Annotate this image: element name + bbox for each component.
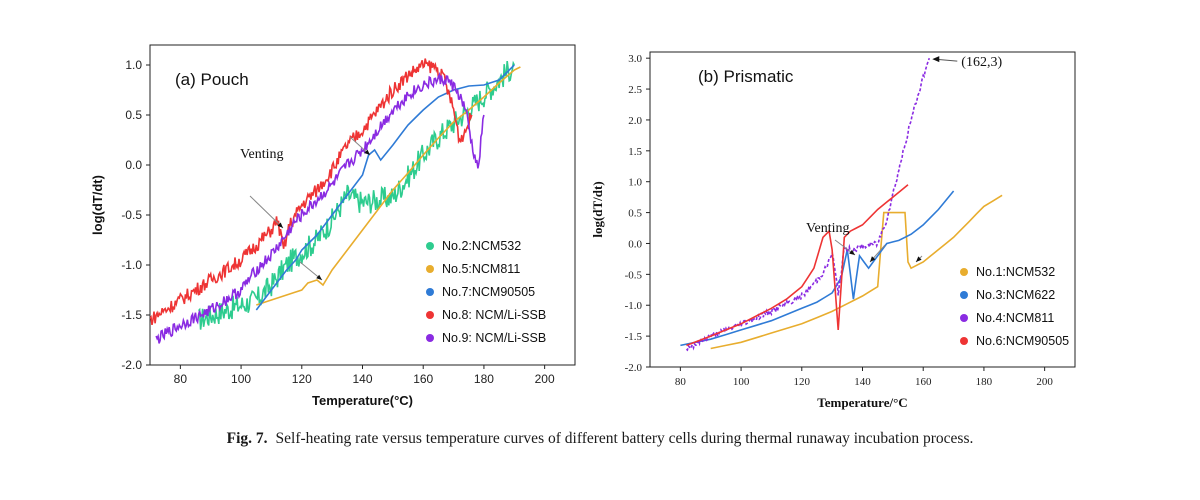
y-tick-label: -1.5 (121, 308, 142, 322)
x-tick-label: 100 (231, 372, 251, 386)
caption-text: Self-heating rate versus temperature cur… (275, 430, 974, 447)
legend: No.1:NCM532 No.3:NCM622 No.4:NCM811 No.6:NC… (960, 265, 1069, 348)
x-tick-label: 80 (174, 372, 188, 386)
legend-label: No.7:NCM90505 (442, 285, 535, 299)
annotation-arrowhead (316, 274, 322, 280)
series-line (256, 66, 521, 306)
legend-label: No.2:NCM532 (442, 239, 521, 253)
legend-marker (960, 314, 968, 322)
x-axis-ticks: 80 100 120 140 160 180 200 (174, 365, 555, 386)
x-tick-label: 160 (413, 372, 433, 386)
y-axis-label: log(dT/dt) (590, 181, 605, 237)
x-tick-label: 80 (675, 376, 687, 388)
legend-label: No.6:NCM90505 (976, 334, 1069, 348)
x-tick-label: 180 (976, 376, 993, 388)
chart-panel-prismatic: 80 100 120 140 160 180 200 3.0 2.5 2.0 1.5 1.0 0.5 0.… (590, 51, 1076, 410)
y-tick-label: -0.5 (121, 208, 142, 222)
x-tick-label: 100 (733, 376, 750, 388)
series-line (685, 57, 931, 352)
y-tick-label: 2.5 (628, 84, 642, 96)
panel-title: (b) Prismatic (698, 67, 794, 86)
x-axis-label: Temperature(°C) (312, 393, 413, 408)
peak-arrowhead (932, 56, 940, 63)
y-tick-label: -1.0 (625, 300, 643, 312)
y-tick-label: 0.0 (628, 238, 642, 250)
y-tick-label: 3.0 (628, 53, 642, 65)
legend-marker (426, 288, 434, 296)
y-tick-label: -0.5 (625, 269, 643, 281)
annotation-arrowhead (916, 256, 922, 262)
series-line (255, 64, 515, 311)
legend-marker (426, 265, 434, 273)
y-tick-label: 1.5 (628, 146, 642, 158)
annotation-arrowhead (849, 249, 855, 255)
annotation-arrowhead (277, 222, 283, 228)
figure-caption: Fig. 7. Self-heating rate versus temperat… (0, 430, 1200, 448)
legend-label: No.9: NCM/Li-SSB (442, 331, 546, 345)
y-tick-label: 2.0 (628, 115, 642, 127)
x-tick-label: 140 (352, 372, 372, 386)
y-axis-ticks: 1.0 0.5 0.0 -0.5 -1.0 -1.5 -2.0 (121, 58, 150, 372)
y-axis-label: log(dT/dt) (90, 175, 105, 235)
y-tick-label: 1.0 (628, 177, 642, 189)
legend-marker (426, 311, 434, 319)
legend: No.2:NCM532 No.5:NCM811 No.7:NCM90505 No.8:… (426, 239, 546, 345)
x-tick-label: 200 (1036, 376, 1053, 388)
annotation-arrow (249, 195, 284, 229)
legend-label: No.3:NCM622 (976, 288, 1055, 302)
y-tick-label: -1.0 (121, 258, 142, 272)
legend-label: No.4:NCM811 (976, 311, 1054, 325)
series-line (710, 194, 1003, 350)
series-line (198, 60, 516, 330)
legend-label: No.1:NCM532 (976, 265, 1055, 279)
x-tick-label: 180 (474, 372, 494, 386)
y-axis-ticks: 3.0 2.5 2.0 1.5 1.0 0.5 0.0 -0.5 -1.0 -1.5 -2.0 (625, 53, 650, 374)
series-line (686, 184, 909, 347)
y-tick-label: -2.0 (121, 358, 142, 372)
x-axis-ticks: 80 100 120 140 160 180 200 (675, 367, 1053, 388)
x-tick-label: 120 (794, 376, 811, 388)
peak-label: (162,3) (961, 55, 1002, 70)
y-tick-label: 1.0 (125, 58, 142, 72)
series-line (155, 71, 485, 344)
legend-marker (960, 268, 968, 276)
y-tick-label: 0.0 (125, 158, 142, 172)
series-line (150, 58, 473, 326)
caption-label: Fig. 7. (226, 430, 268, 447)
x-tick-label: 160 (915, 376, 932, 388)
annotation-venting: Venting (240, 147, 284, 162)
legend-label: No.5:NCM811 (442, 262, 520, 276)
chart-panel-pouch: 80 100 120 140 160 180 200 1.0 0.5 0.0 -0.5 -1.0 -1.… (90, 44, 576, 408)
legend-marker (960, 291, 968, 299)
x-tick-label: 200 (535, 372, 555, 386)
annotation-venting: Venting (806, 221, 850, 236)
y-tick-label: -1.5 (625, 331, 643, 343)
x-tick-label: 120 (292, 372, 312, 386)
x-tick-label: 140 (854, 376, 871, 388)
legend-marker (960, 337, 968, 345)
y-tick-label: -2.0 (625, 362, 643, 374)
figure-canvas: 80 100 120 140 160 180 200 1.0 0.5 0.0 -0.5 -1.0 -1.… (90, 44, 1076, 410)
y-tick-label: 0.5 (125, 108, 142, 122)
annotation-arrowhead (364, 149, 370, 155)
legend-marker (426, 334, 434, 342)
series-line (680, 190, 955, 347)
y-tick-label: 0.5 (628, 208, 642, 220)
x-axis-label: Temperature/°C (817, 395, 907, 410)
legend-label: No.8: NCM/Li-SSB (442, 308, 546, 322)
annotation-arrowhead (870, 256, 876, 262)
panel-title: (a) Pouch (175, 70, 249, 89)
legend-marker (426, 242, 434, 250)
